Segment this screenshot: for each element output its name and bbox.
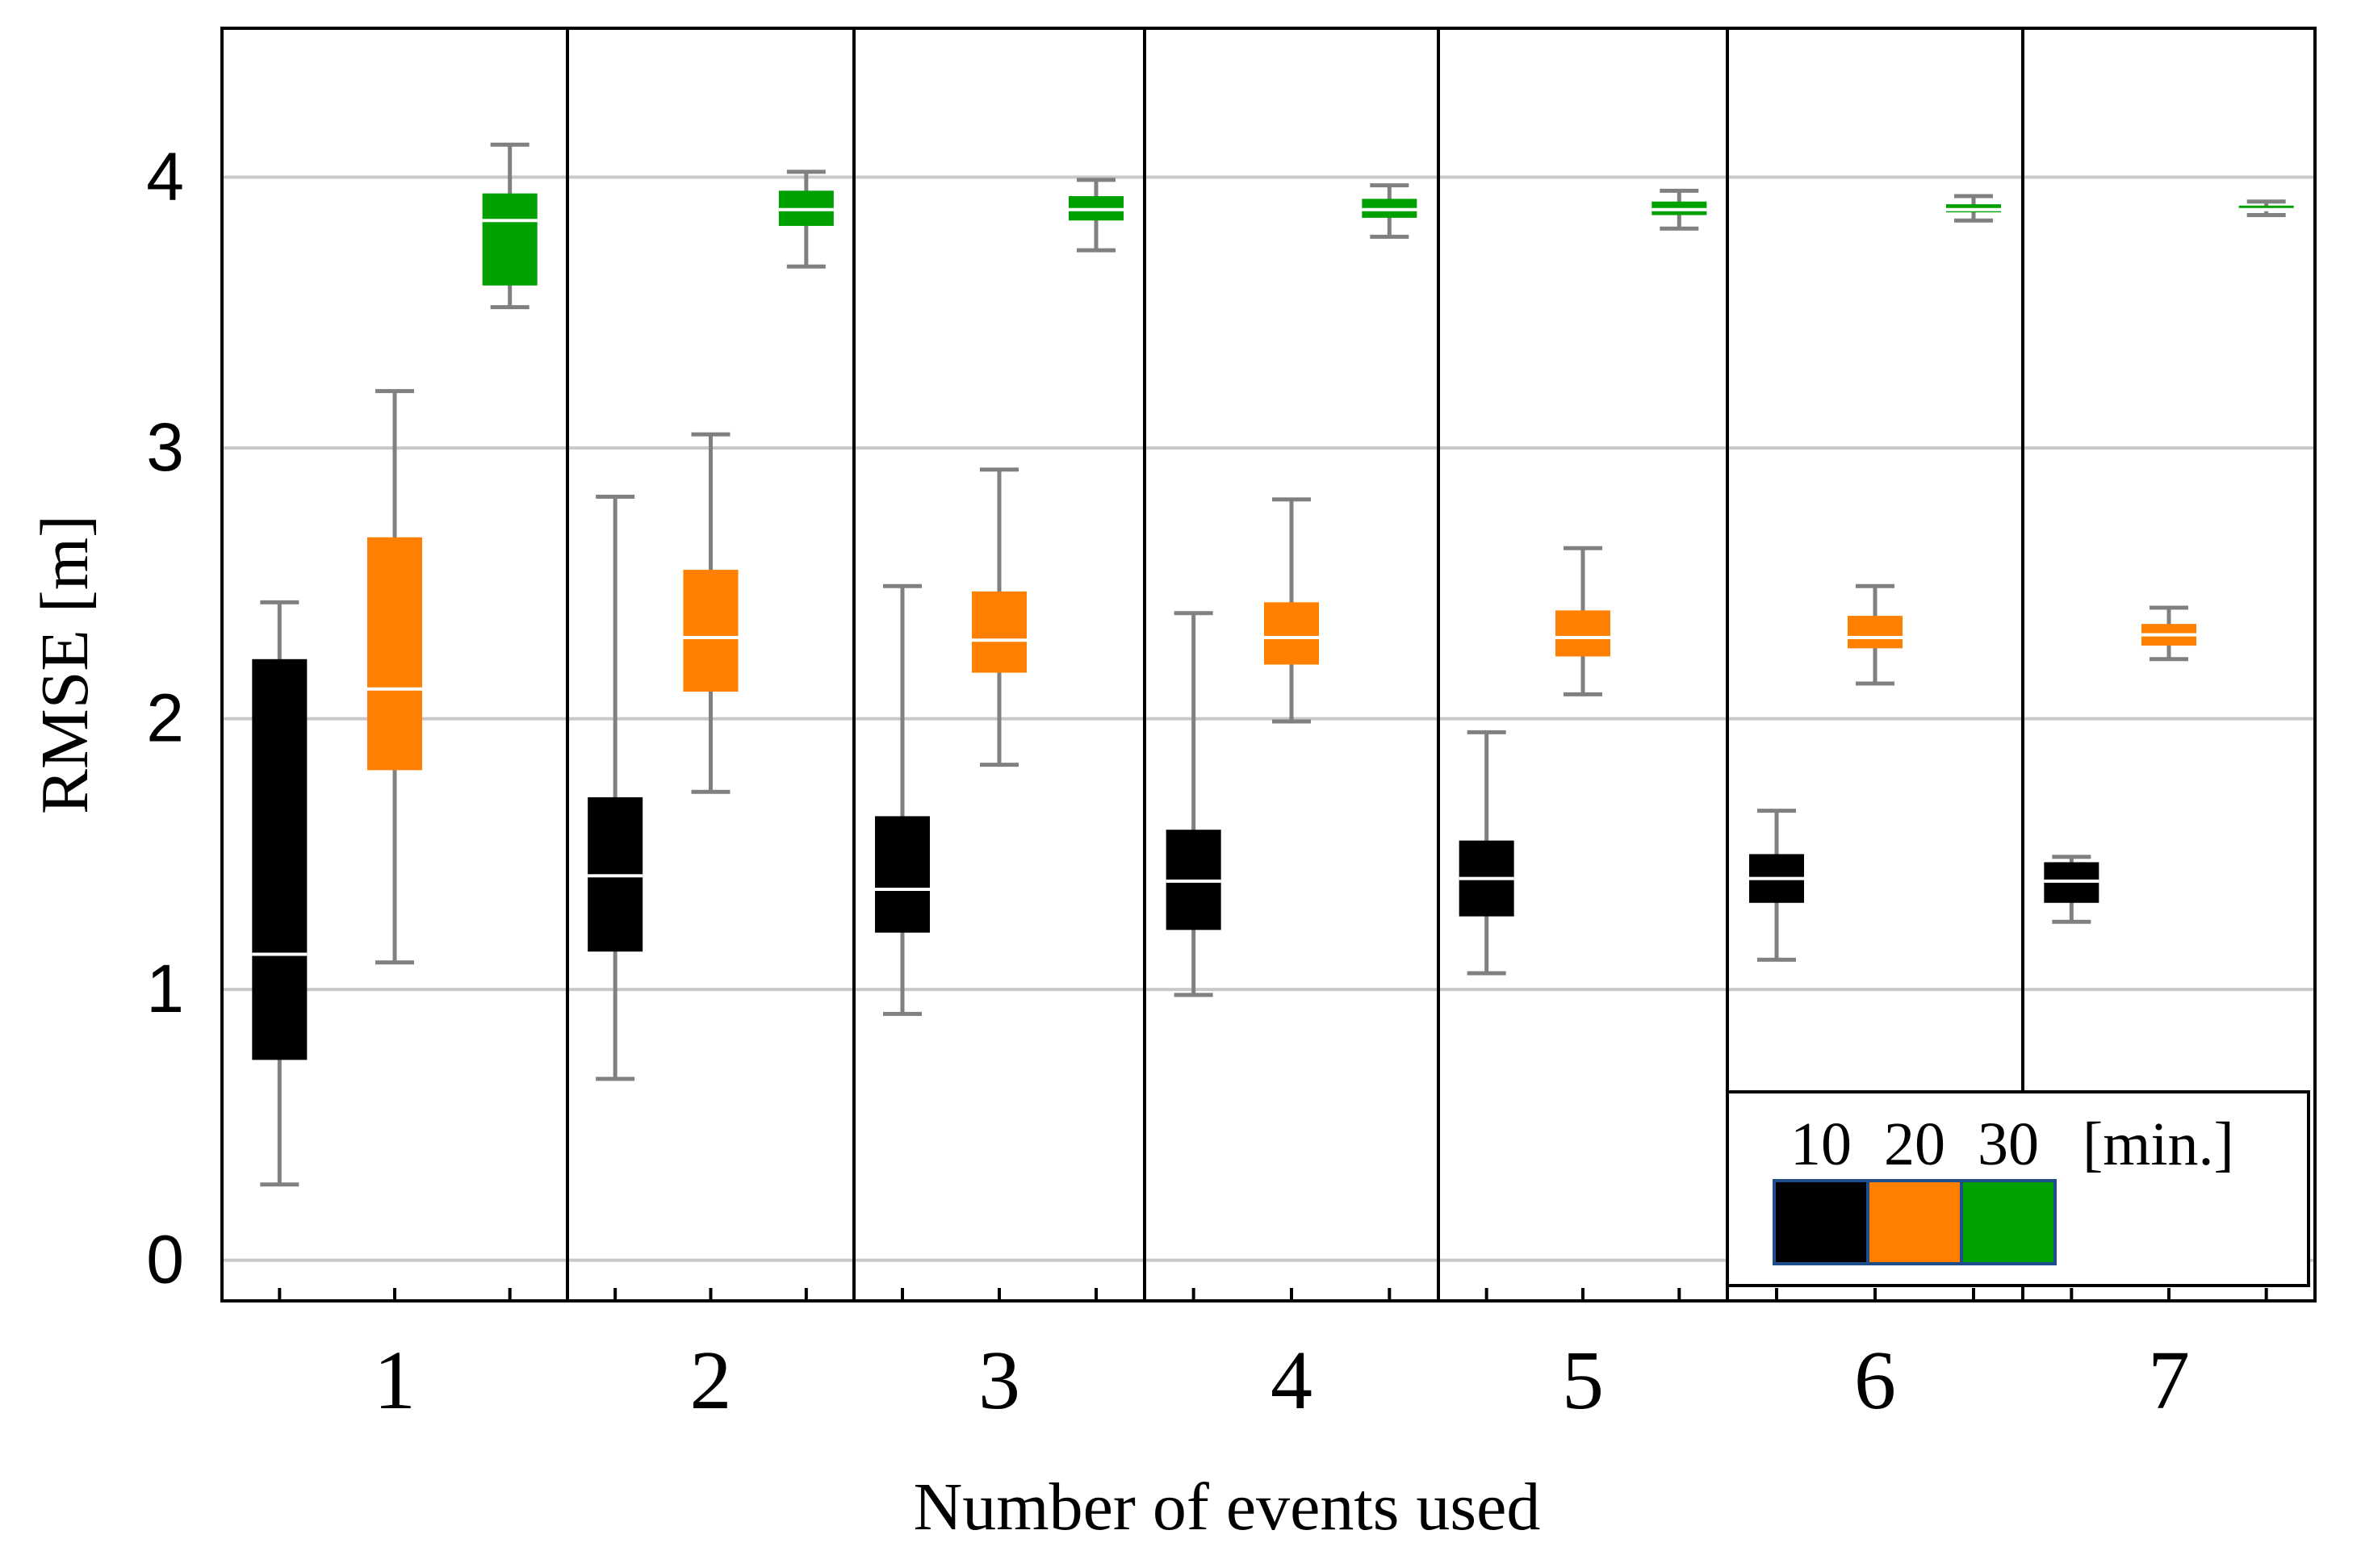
legend-label-30: 30	[1978, 1110, 2039, 1178]
box-20min-events-1	[367, 389, 422, 965]
x-category-label-1: 1	[374, 1334, 416, 1427]
iqr-box	[482, 193, 538, 286]
iqr-box	[252, 659, 308, 1060]
iqr-box	[683, 570, 739, 692]
box-10min-events-5	[1459, 730, 1514, 976]
y-tick-label-1: 1	[146, 951, 184, 1027]
box-20min-events-4	[1264, 497, 1319, 724]
iqr-box	[1264, 602, 1319, 665]
box-30min-events-3	[1069, 178, 1124, 253]
tick-layer: 0 1 2 3 4 1 2 3 4 5 6 7	[146, 139, 2268, 1427]
box-20min-events-5	[1555, 546, 1610, 696]
box-30min-events-1	[482, 142, 538, 310]
box-20min-events-6	[1848, 583, 1903, 686]
plot-frame	[220, 27, 2317, 1302]
y-tick-label-3: 3	[146, 409, 184, 485]
box-10min-events-7	[2044, 855, 2099, 924]
box-20min-events-2	[683, 432, 739, 794]
x-category-label-5: 5	[1562, 1334, 1604, 1427]
iqr-box	[875, 816, 930, 933]
legend-label-10: 10	[1790, 1110, 1852, 1178]
box-10min-events-3	[875, 583, 930, 1016]
x-category-label-4: 4	[1271, 1334, 1312, 1427]
box-10min-events-4	[1166, 611, 1221, 997]
box-30min-events-2	[778, 169, 834, 269]
legend-swatch-30	[1960, 1179, 2057, 1265]
y-tick-label-0: 0	[146, 1222, 184, 1298]
box-10min-events-1	[252, 600, 308, 1187]
x-category-label-7: 7	[2148, 1334, 2190, 1427]
legend-swatch-20	[1866, 1179, 1963, 1265]
iqr-box	[1848, 616, 1903, 649]
y-tick-label-2: 2	[146, 680, 184, 756]
box-20min-events-7	[2141, 605, 2196, 662]
legend-unit-label: [min.]	[2083, 1110, 2234, 1178]
box-20min-events-3	[972, 467, 1027, 767]
iqr-box	[972, 591, 1027, 673]
y-tick-label-4: 4	[146, 139, 184, 215]
box-10min-events-6	[1749, 809, 1804, 962]
legend-swatch-10	[1773, 1179, 1869, 1265]
legend: 10 20 30 [min.]	[1726, 1090, 2310, 1287]
x-category-label-2: 2	[690, 1334, 732, 1427]
box-layer	[252, 142, 2294, 1187]
box-30min-events-4	[1362, 183, 1417, 239]
box-10min-events-2	[588, 494, 643, 1081]
iqr-box	[1555, 610, 1610, 657]
x-category-label-6: 6	[1854, 1334, 1896, 1427]
box-30min-events-6	[1946, 194, 2001, 223]
group-separators	[566, 28, 2024, 1301]
y-axis-label: RMSE [m]	[27, 515, 103, 814]
box-30min-events-7	[2238, 199, 2294, 218]
iqr-box	[367, 537, 422, 771]
box-30min-events-5	[1651, 188, 1707, 231]
legend-label-20: 20	[1884, 1110, 1945, 1178]
x-axis-label: Number of events used	[914, 1470, 1541, 1545]
x-category-label-3: 3	[978, 1334, 1020, 1427]
